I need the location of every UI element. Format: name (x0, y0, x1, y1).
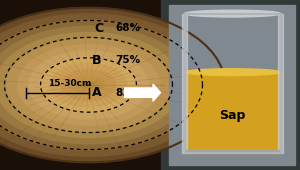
Bar (160, 0, 300, 170)
Circle shape (17, 45, 160, 125)
Text: Sap: Sap (219, 109, 246, 122)
Text: 68%: 68% (116, 23, 140, 33)
Circle shape (39, 57, 138, 113)
Bar (278, 14, 283, 153)
Circle shape (0, 20, 203, 150)
Text: B: B (92, 54, 101, 67)
Circle shape (0, 14, 214, 156)
Circle shape (0, 26, 192, 144)
FancyArrow shape (124, 84, 160, 101)
Circle shape (72, 76, 105, 94)
Bar (184, 150, 280, 153)
Circle shape (50, 63, 127, 107)
Text: 75%: 75% (116, 55, 141, 65)
Circle shape (28, 51, 148, 119)
Ellipse shape (184, 69, 280, 75)
Text: C: C (94, 22, 103, 35)
Circle shape (7, 39, 170, 131)
Circle shape (61, 70, 116, 100)
Text: 83%: 83% (116, 88, 140, 98)
Circle shape (0, 8, 225, 162)
Bar (169, 5, 296, 165)
Bar (184, 72, 280, 153)
Circle shape (0, 32, 181, 138)
Ellipse shape (184, 10, 280, 17)
Bar (182, 14, 187, 153)
Bar (184, 14, 280, 153)
Text: A: A (92, 86, 101, 99)
Text: 15-30cm: 15-30cm (48, 79, 92, 88)
